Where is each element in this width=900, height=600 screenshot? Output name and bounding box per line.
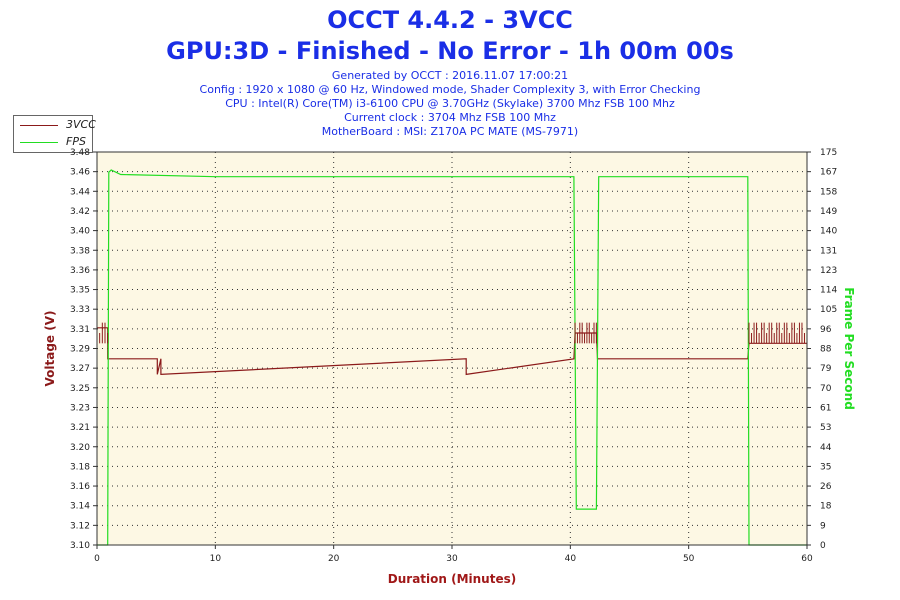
legend-item-3vcc: 3VCC (14, 117, 96, 133)
y-right-tick-label: 158 (820, 187, 837, 197)
chart-legend: 3VCC FPS (13, 115, 96, 153)
x-tick-label: 10 (210, 554, 222, 564)
series-line-3vcc (97, 327, 807, 376)
y-right-tick-label: 70 (820, 384, 832, 394)
legend-item-fps: FPS (14, 134, 92, 150)
legend-label-fps: FPS (66, 135, 86, 148)
y-left-tick-label: 3.10 (70, 541, 90, 551)
y-left-tick-label: 3.33 (70, 305, 90, 315)
y-left-tick-label: 3.27 (70, 364, 90, 374)
y-right-tick-label: 114 (820, 286, 837, 296)
x-tick-label: 0 (94, 554, 100, 564)
y-axis-left-label: Voltage (V) (43, 311, 57, 387)
y-right-tick-label: 131 (820, 246, 837, 256)
y-left-tick-label: 3.12 (70, 521, 90, 531)
y-left-tick-label: 3.16 (70, 482, 90, 492)
x-tick-label: 30 (446, 554, 458, 564)
grid-lines (97, 152, 807, 545)
y-left-tick-label: 3.20 (70, 443, 90, 453)
y-left-tick-label: 3.46 (70, 168, 90, 178)
legend-swatch-3vcc (20, 125, 58, 126)
y-left-tick-label: 3.35 (70, 286, 90, 296)
chart-subtitle: GPU:3D - Finished - No Error - 1h 00m 00… (166, 37, 734, 65)
y-right-tick-label: 105 (820, 305, 837, 315)
y-left-tick-label: 3.25 (70, 384, 90, 394)
y-left-tick-label: 3.14 (70, 502, 90, 512)
x-tick-label: 40 (565, 554, 577, 564)
y-axis-right-ticks: 0 9 18 26 35 44 53 61 70 79 88 96 105 114 123 131 140 149… (807, 148, 837, 551)
y-left-tick-label: 3.21 (70, 423, 90, 433)
y-right-tick-label: 79 (820, 364, 832, 374)
y-left-tick-label: 3.44 (70, 187, 90, 197)
info-cpu: CPU : Intel(R) Core(TM) i3-6100 CPU @ 3.… (225, 97, 675, 110)
y-left-tick-label: 3.38 (70, 246, 90, 256)
y-left-tick-label: 3.40 (70, 227, 90, 237)
y-right-tick-label: 175 (820, 148, 837, 158)
x-axis-label: Duration (Minutes) (388, 572, 516, 586)
y-right-tick-label: 9 (820, 521, 826, 531)
y-right-tick-label: 18 (820, 502, 832, 512)
y-right-tick-label: 35 (820, 462, 831, 472)
y-left-tick-label: 3.18 (70, 462, 90, 472)
y-left-tick-label: 3.29 (70, 345, 90, 355)
x-tick-label: 20 (328, 554, 340, 564)
chart-title: OCCT 4.4.2 - 3VCC (327, 6, 573, 34)
y-right-tick-label: 88 (820, 345, 832, 355)
series-line-fps (97, 169, 807, 546)
info-config: Config : 1920 x 1080 @ 60 Hz, Windowed m… (199, 83, 701, 96)
x-tick-label: 60 (801, 554, 813, 564)
y-axis-right-label: Frame Per Second (842, 287, 856, 410)
legend-swatch-fps (20, 142, 58, 143)
y-axis-left-ticks: 3.10 3.12 3.14 3.16 3.18 3.20 3.21 3.23 3.25 3.27… (70, 148, 97, 551)
y-right-tick-label: 96 (820, 325, 832, 335)
info-generated: Generated by OCCT : 2016.11.07 17:00:21 (331, 69, 569, 82)
y-right-tick-label: 61 (820, 403, 831, 413)
y-right-tick-label: 149 (820, 207, 837, 217)
y-left-tick-label: 3.31 (70, 325, 90, 335)
y-right-tick-label: 44 (820, 443, 832, 453)
voltage-noise-band (574, 322, 597, 344)
y-left-tick-label: 3.42 (70, 207, 90, 217)
info-current-clock: Current clock : 3704 Mhz FSB 100 Mhz (344, 111, 556, 124)
y-left-tick-label: 3.23 (70, 403, 90, 413)
y-right-tick-label: 53 (820, 423, 831, 433)
legend-label-3vcc: 3VCC (66, 118, 96, 131)
y-left-tick-label: 3.36 (70, 266, 90, 276)
y-right-tick-label: 123 (820, 266, 837, 276)
info-motherboard: MotherBoard : MSI: Z170A PC MATE (MS-797… (321, 125, 579, 138)
y-right-tick-label: 26 (820, 482, 832, 492)
y-right-tick-label: 0 (820, 541, 826, 551)
x-axis-ticks: 0 10 20 30 40 50 60 (94, 545, 813, 564)
y-right-tick-label: 167 (820, 168, 837, 178)
y-left-tick-label: 3.48 (70, 148, 90, 158)
x-tick-label: 50 (683, 554, 695, 564)
y-right-tick-label: 140 (820, 227, 837, 237)
